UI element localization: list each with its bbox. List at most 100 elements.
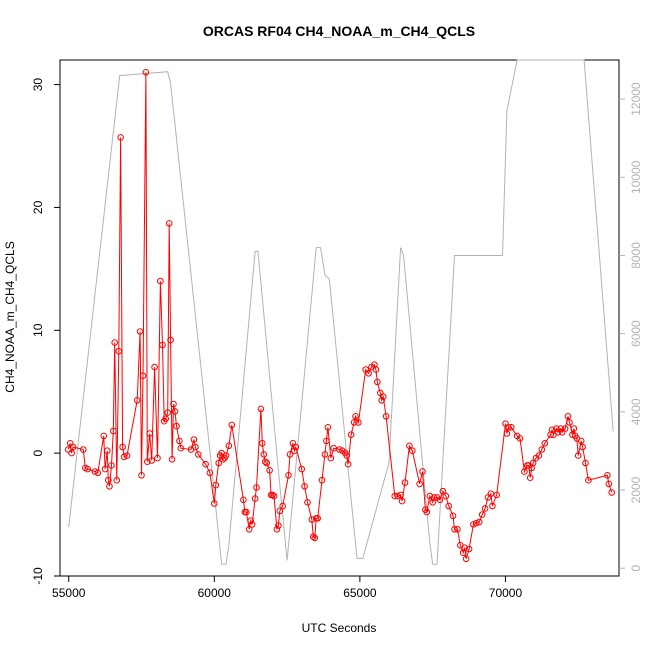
ch4-point (577, 437, 585, 445)
ch4-point (529, 459, 537, 467)
ch4-point (605, 480, 613, 488)
ch4-point (263, 459, 271, 467)
ch4-point (273, 526, 281, 533)
ch4-point (308, 516, 316, 523)
ch4-point (365, 370, 372, 377)
ch4-point (103, 447, 111, 455)
y2-tick-label: 12000 (629, 82, 643, 116)
ch4-point (117, 134, 124, 141)
y2-tick-label: 10000 (629, 160, 643, 194)
ch4-point (454, 526, 461, 533)
ch4-point (476, 518, 483, 526)
ch4-point (478, 511, 486, 518)
ch4-point (285, 472, 292, 479)
ch4-point (257, 405, 265, 413)
ch4-point (398, 497, 406, 505)
ch4-point (279, 502, 287, 510)
ch4-point (266, 467, 273, 474)
y-axis-label: CH4_NOAA_m_CH4_QCLS (3, 241, 17, 392)
ch4-point (270, 492, 278, 500)
ch4-point (190, 436, 198, 443)
ch4-point (206, 469, 214, 477)
ch4-point (68, 449, 75, 457)
ch4-point (304, 499, 311, 506)
ch4-point (318, 476, 326, 484)
ch4-point (291, 447, 298, 455)
ch4-point (374, 378, 381, 386)
ch4-point (276, 507, 284, 515)
x-axis-label: UTC Seconds (302, 621, 377, 635)
ch4-point (570, 425, 578, 432)
ch4-point (105, 476, 112, 484)
ch4-point (222, 452, 230, 459)
ch4-point (585, 476, 592, 484)
ch4-point (225, 442, 233, 450)
ch4-point (436, 496, 444, 504)
ch4-point (489, 502, 496, 510)
ch4-point (173, 422, 180, 430)
plot-frame (59, 59, 620, 577)
y-tick-label: 0 (31, 449, 45, 456)
ch4-point (262, 458, 269, 466)
x-tick-label: 70000 (489, 586, 523, 600)
ch4-point (247, 517, 254, 525)
ch4-point (177, 444, 185, 452)
ch4-point (314, 515, 322, 522)
ch4-point (248, 521, 256, 528)
y-tick-label: 30 (31, 78, 45, 92)
ch4-point (269, 491, 276, 499)
ch4-point (582, 459, 589, 467)
ch4-point (503, 430, 511, 437)
ch4-point (473, 519, 480, 527)
ch4-point (516, 435, 524, 442)
ch4-point (101, 465, 109, 473)
ch4-point (142, 69, 150, 76)
y2-tick-label: 8000 (629, 242, 643, 269)
ch4-point (84, 465, 91, 473)
ch4-point (108, 462, 115, 469)
ch4-point (401, 479, 409, 486)
ch4-series (64, 69, 616, 563)
ch4-point (119, 443, 126, 451)
ch4-point (164, 409, 171, 416)
ch4-point (167, 336, 174, 344)
ch4-point (493, 491, 501, 499)
ch4-point (608, 489, 616, 496)
ch4-point (382, 413, 390, 420)
ch4-point (113, 476, 121, 484)
ch4-point (419, 468, 426, 475)
ch4-point (154, 454, 161, 462)
ch4-point (564, 413, 572, 420)
ch4-point (133, 397, 141, 404)
ch4-point (462, 555, 470, 563)
ch4-point (115, 347, 123, 355)
ch4-point (461, 544, 469, 552)
y2-tick-label: 0 (629, 565, 643, 572)
ch4-point (470, 521, 477, 528)
ch4-point (170, 400, 177, 408)
ch4-point (526, 474, 534, 482)
ch4-point (521, 468, 528, 475)
y-tick-label: 20 (31, 200, 45, 214)
y-tick-label: 10 (31, 323, 45, 337)
ch4-point (240, 496, 247, 504)
ch4-point (604, 472, 611, 479)
altitude-line (68, 59, 614, 565)
ch4-point (574, 452, 582, 459)
ch4-point (344, 460, 352, 468)
ch4-point (139, 372, 147, 380)
x-tick-label: 65000 (343, 586, 377, 600)
ch4-point (106, 483, 113, 490)
ch4-point (171, 408, 179, 415)
ch4-point (505, 424, 512, 431)
ch4-point (195, 451, 202, 458)
ch4-point (148, 457, 155, 464)
ch4-point (566, 419, 573, 426)
ch4-point (310, 533, 317, 541)
ch4-point (569, 431, 576, 439)
ch4-point (442, 492, 450, 500)
ch4-point (69, 443, 77, 451)
ch4-point (251, 495, 259, 502)
axes: 55000 60000 65000 70000 -10 0 10 20 30 0 2000 4000 6… (31, 78, 643, 600)
altitude-series (68, 59, 614, 565)
